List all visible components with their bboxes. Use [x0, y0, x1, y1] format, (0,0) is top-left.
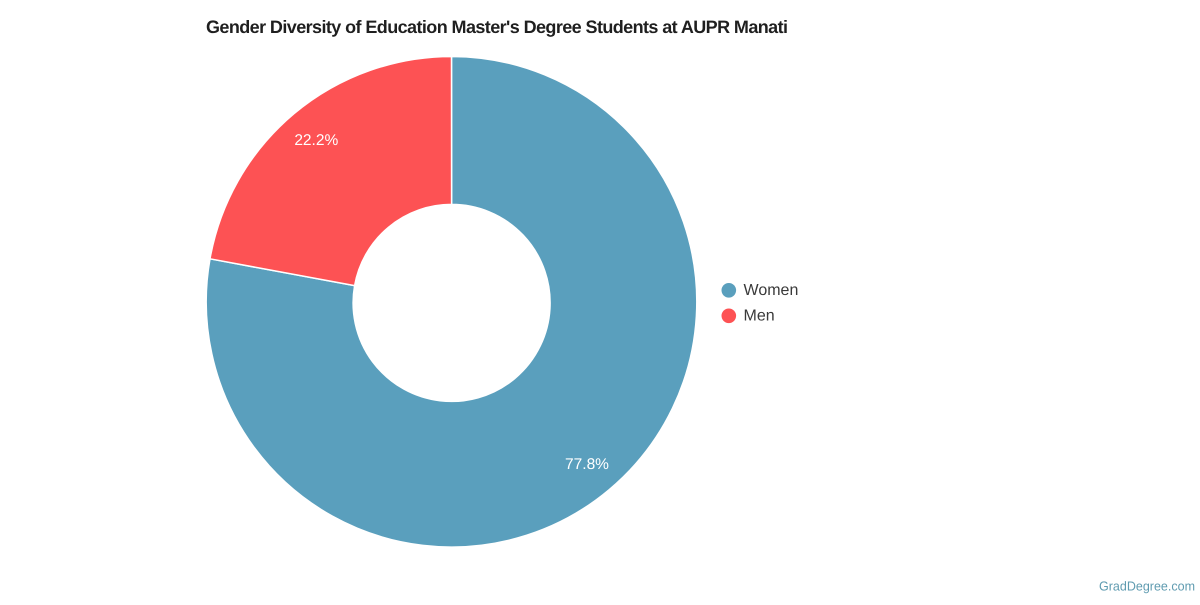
svg-text:77.8%: 77.8% [565, 456, 609, 473]
svg-text:Women: Women [744, 282, 799, 299]
svg-text:22.2%: 22.2% [294, 132, 338, 149]
svg-text:Men: Men [744, 307, 775, 324]
svg-text:Gender Diversity of Education: Gender Diversity of Education Master's D… [206, 17, 788, 37]
svg-text:GradDegree.com: GradDegree.com [1099, 579, 1195, 594]
